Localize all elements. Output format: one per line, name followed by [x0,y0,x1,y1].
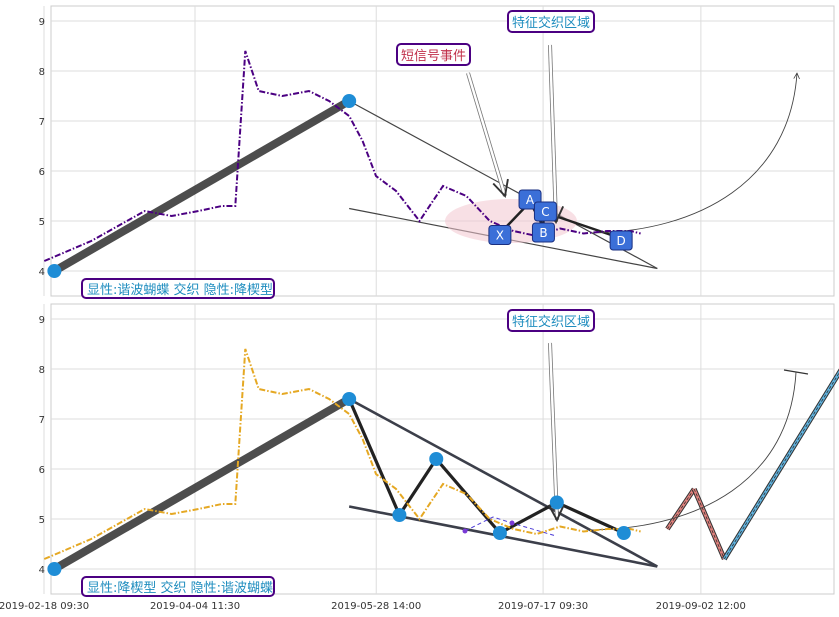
pattern-point [392,508,407,522]
y-tick-label: 5 [39,217,45,228]
wedge-upper [348,397,658,568]
hidden-harmonic [464,516,557,537]
zigzag-legs [347,398,625,536]
bottom-legend-label: 显性:降楔型 交织 隐性:谐波蝴蝶 [87,580,273,596]
x-tick-label: 2019-05-28 14:00 [331,601,421,612]
point-label: C [541,205,549,219]
bottom-x-tick-labels: 2019-02-18 09:30 2019-04-04 11:30 2019-05-… [0,601,746,612]
y-tick-label: 9 [39,17,45,28]
hidden-point [462,528,468,534]
pattern-point [342,392,357,406]
top-zone-callout-label: 特征交织区域 [512,15,590,31]
bottom-price-series [43,348,641,560]
x-tick-label: 2019-09-02 12:00 [656,601,746,612]
hidden-point [509,520,515,526]
pattern-point [342,94,357,108]
bottom-y-tick-labels: 4 5 6 7 8 9 [39,315,45,576]
pattern-point [616,526,631,540]
impulse-leg [52,97,352,275]
top-legend-box: 显性:谐波蝴蝶 交织 隐性:降楔型 [81,278,275,299]
y-tick-label: 7 [39,415,45,426]
pattern-point [429,452,444,466]
projection-curve [589,73,797,234]
price-line [43,50,641,262]
top-panel: 4 5 6 7 8 9 X A BC D 显性:谐波蝴蝶 交织 隐性:降楔型 短信号事件 特征交… [39,5,835,299]
bottom-zone-callout-label: 特征交织区域 [512,314,590,330]
impulse-leg [52,395,352,573]
projection-leg-down-dash [693,488,725,560]
y-tick-label: 5 [39,515,45,526]
y-tick-label: 7 [39,117,45,128]
bottom-zone-callout: 特征交织区域 [507,309,595,332]
top-zone-callout: 特征交织区域 [507,10,595,33]
x-tick-label: 2019-07-17 09:30 [498,601,588,612]
pattern-point [47,264,62,278]
y-tick-label: 4 [39,267,45,278]
signal-callout: 短信号事件 [396,43,471,66]
top-y-tick-labels: 4 5 6 7 8 9 [39,17,45,278]
point-label-box [533,201,557,222]
price-line [43,348,641,560]
bottom-pattern-points [47,392,631,576]
point-label: A [526,193,535,207]
zone-arrow [550,342,557,520]
projection-curve [591,371,797,531]
bottom-legend-box: 显性:降楔型 交织 隐性:谐波蝴蝶 [81,576,275,597]
pattern-point [47,562,62,576]
y-tick-label: 6 [39,167,45,178]
y-tick-label: 8 [39,365,45,376]
point-label: X [496,229,504,243]
signal-callout-label: 短信号事件 [401,49,466,64]
signal-arrow [466,72,505,196]
point-label-box [488,225,512,245]
y-tick-label: 9 [39,315,45,326]
bottom-gridlines [43,304,834,594]
point-label-box [609,230,633,251]
point-label: D [617,234,626,248]
x-tick-label: 2019-02-18 09:30 [0,601,89,612]
top-price-series [43,50,641,262]
top-gridlines [43,6,834,296]
projection-leg-target-dash [723,372,839,560]
y-tick-label: 8 [39,67,45,78]
top-pattern-points: X A BC D [47,94,633,278]
y-tick-label: 6 [39,465,45,476]
projection-leg-up-dash [667,488,695,530]
pattern-point [492,526,507,540]
top-legend-label: 显性:谐波蝴蝶 交织 隐性:降楔型 [87,282,273,298]
point-label: B [539,226,547,240]
x-tick-label: 2019-04-04 11:30 [150,601,240,612]
y-tick-label: 4 [39,565,45,576]
zone-arrow [550,44,556,222]
point-label-box [531,222,555,243]
pattern-point [549,495,564,510]
